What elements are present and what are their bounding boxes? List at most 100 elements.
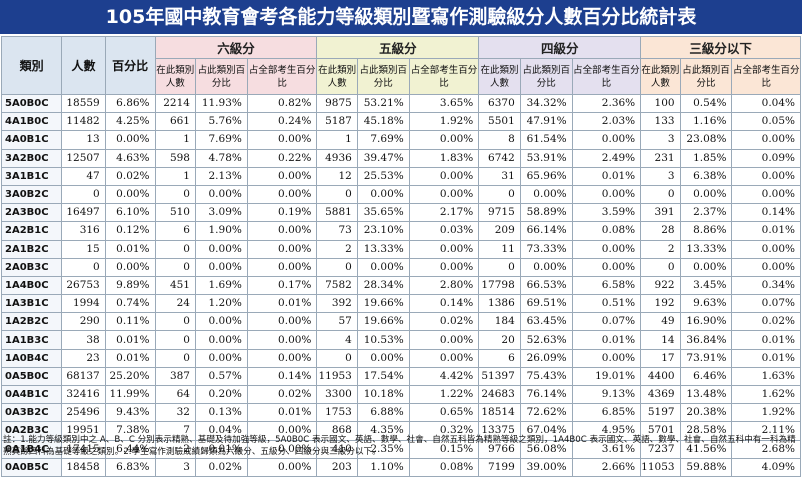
cell-level6-total-pct: 0.00%	[246, 312, 318, 332]
cell-level6-category-pct: 0.00%	[194, 257, 248, 277]
cell-count: 1994	[61, 294, 106, 314]
cell-level5-category-pct: 0.00%	[356, 184, 410, 205]
cell-level6-count: 2	[154, 439, 196, 459]
cell-level4-total-pct: 2.66%	[571, 457, 642, 477]
cell-level3-category-pct: 2.37%	[679, 203, 733, 223]
cell-level3-count: 5197	[640, 403, 681, 423]
cell-category: 1A4B0C	[0, 275, 63, 296]
cell-category: 0A0B5C	[0, 457, 63, 477]
subheader-count: 在此類別人數	[478, 58, 521, 95]
cell-level3-total-pct: 2.68%	[731, 439, 801, 459]
cell-level5-count: 0	[316, 184, 358, 205]
cell-level6-count: 24	[154, 294, 196, 314]
cell-level5-category-pct: 19.66%	[356, 294, 410, 314]
cell-level5-count: 73	[316, 221, 358, 241]
cell-level5-total-pct: 0.14%	[408, 294, 480, 314]
cell-level4-count: 0	[478, 184, 521, 205]
cell-category: 2A2B1C	[0, 221, 63, 241]
table-row: 4A0B1C 13 0.00% 1 7.69% 0.00% 1 7.69% 0.00% 8 61.5…	[0, 130, 801, 150]
cell-level6-count: 0	[154, 330, 196, 350]
subheader-total-pct: 占全部考生百分比	[731, 58, 801, 95]
cell-level5-category-pct: 13.33%	[356, 239, 410, 259]
cell-level4-count: 13375	[478, 421, 521, 441]
cell-percent: 0.11%	[104, 312, 156, 332]
cell-level6-count: 7	[154, 421, 196, 441]
cell-level3-count: 4369	[640, 384, 681, 405]
cell-level4-count: 11	[478, 239, 521, 259]
cell-level6-total-pct: 0.00%	[246, 330, 318, 350]
cell-level3-category-pct: 3.45%	[679, 275, 733, 296]
cell-percent: 0.00%	[104, 184, 156, 205]
cell-level6-total-pct: 0.00%	[246, 221, 318, 241]
subheader-count: 在此類別人數	[154, 58, 196, 95]
cell-level4-category-pct: 72.62%	[519, 403, 573, 423]
cell-level4-count: 209	[478, 221, 521, 241]
cell-level5-category-pct: 1.10%	[356, 457, 410, 477]
cell-level4-category-pct: 56.08%	[519, 439, 573, 459]
cell-level3-total-pct: 0.00%	[731, 257, 801, 277]
cell-percent: 11.99%	[104, 384, 156, 405]
cell-category: 1A1B3C	[0, 330, 63, 350]
cell-percent: 0.12%	[104, 221, 156, 241]
cell-level4-total-pct: 0.00%	[571, 239, 642, 259]
cell-count: 25496	[61, 403, 106, 423]
cell-level5-total-pct: 2.80%	[408, 275, 480, 296]
cell-level5-count: 9875	[316, 93, 358, 114]
cell-level6-total-pct: 0.00%	[246, 184, 318, 205]
cell-level6-category-pct: 4.78%	[194, 148, 248, 168]
cell-count: 11482	[61, 112, 106, 132]
subheader-category-pct: 占此類別百分比	[679, 58, 733, 95]
cell-level6-count: 2214	[154, 93, 196, 114]
cell-level4-count: 1386	[478, 294, 521, 314]
cell-level6-total-pct: 0.24%	[246, 112, 318, 132]
cell-count: 0	[61, 184, 106, 205]
cell-level3-count: 192	[640, 294, 681, 314]
cell-level6-total-pct: 0.00%	[246, 257, 318, 277]
cell-level3-count: 133	[640, 112, 681, 132]
cell-level4-category-pct: 66.53%	[519, 275, 573, 296]
cell-percent: 0.01%	[104, 330, 156, 350]
cell-level6-count: 3	[154, 457, 196, 477]
cell-level6-category-pct: 5.76%	[194, 112, 248, 132]
cell-level3-total-pct: 0.01%	[731, 330, 801, 350]
cell-level3-total-pct: 0.01%	[731, 348, 801, 368]
cell-level4-count: 0	[478, 257, 521, 277]
cell-level5-category-pct: 4.35%	[356, 421, 410, 441]
cell-percent: 0.01%	[104, 239, 156, 259]
cell-level5-total-pct: 0.00%	[408, 239, 480, 259]
cell-level6-total-pct: 0.00%	[246, 439, 318, 459]
cell-category: 3A1B1C	[0, 166, 63, 186]
footnote: 註：1.能力等級類別中之 A、B、C 分別表示精熟、基礎及待加強等級，5A0B0…	[3, 435, 796, 457]
cell-level3-total-pct: 0.02%	[731, 312, 801, 332]
cell-level4-category-pct: 47.91%	[519, 112, 573, 132]
cell-level4-category-pct: 0.00%	[519, 184, 573, 205]
cell-percent: 0.00%	[104, 257, 156, 277]
cell-level5-category-pct: 7.69%	[356, 130, 410, 150]
cell-count: 32416	[61, 384, 106, 405]
cell-level3-count: 28	[640, 221, 681, 241]
cell-level6-count: 6	[154, 221, 196, 241]
cell-level6-total-pct: 0.14%	[246, 366, 318, 387]
cell-count: 26753	[61, 275, 106, 296]
cell-level5-total-pct: 0.00%	[408, 184, 480, 205]
cell-percent: 0.00%	[104, 130, 156, 150]
cell-level6-count: 661	[154, 112, 196, 132]
cell-level3-category-pct: 59.88%	[679, 457, 733, 477]
subheader-total-pct: 占全部考生百分比	[571, 58, 642, 95]
cell-level6-count: 387	[154, 366, 196, 387]
cell-level3-count: 4400	[640, 366, 681, 387]
cell-level4-total-pct: 0.01%	[571, 166, 642, 186]
cell-level4-category-pct: 65.96%	[519, 166, 573, 186]
cell-level5-category-pct: 35.65%	[356, 203, 410, 223]
header-group-5: 五級分	[316, 36, 480, 59]
cell-level3-count: 0	[640, 184, 681, 205]
cell-level6-total-pct: 0.00%	[246, 130, 318, 150]
table-row: 0A1B4C 17415 6.44% 2 0.01% 0.00% 410 2.35% 0.15%…	[0, 439, 801, 459]
cell-level3-category-pct: 8.86%	[679, 221, 733, 241]
cell-level6-count: 0	[154, 348, 196, 368]
subheader-category-pct: 占此類別百分比	[194, 58, 248, 95]
cell-level3-category-pct: 0.54%	[679, 93, 733, 114]
cell-level3-category-pct: 0.00%	[679, 184, 733, 205]
cell-level3-category-pct: 13.48%	[679, 384, 733, 405]
cell-level4-count: 20	[478, 330, 521, 350]
